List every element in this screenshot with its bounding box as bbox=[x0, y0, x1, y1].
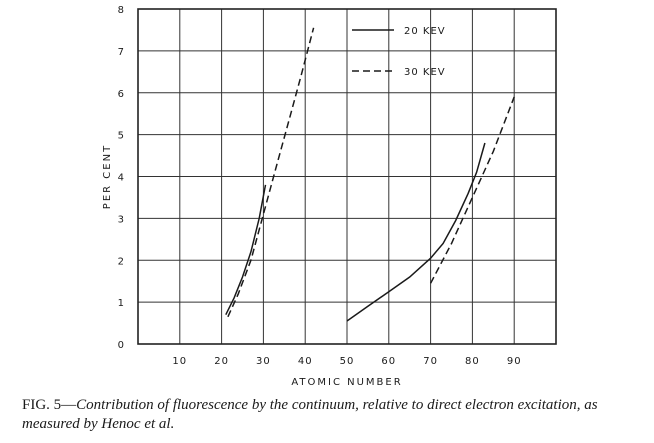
y-tick-label: 5 bbox=[118, 131, 125, 142]
x-axis-title: ATOMIC NUMBER bbox=[291, 377, 402, 388]
x-tick-label: 50 bbox=[340, 356, 355, 367]
x-tick-label: 90 bbox=[507, 356, 522, 367]
y-tick-label: 0 bbox=[118, 340, 125, 351]
series-line-dashed bbox=[429, 96, 515, 284]
y-tick-label: 1 bbox=[118, 298, 125, 309]
y-axis-title: PER CENT bbox=[102, 144, 113, 209]
y-tick-label: 6 bbox=[118, 89, 125, 100]
legend-label: 20 KEV bbox=[404, 26, 446, 37]
legend-label: 30 KEV bbox=[404, 67, 446, 78]
x-tick-label: 80 bbox=[465, 356, 480, 367]
series-line-dashed bbox=[227, 27, 315, 318]
series-line-solid bbox=[346, 142, 486, 322]
x-tick-label: 30 bbox=[256, 356, 271, 367]
series-line-solid bbox=[225, 184, 267, 316]
y-tick-label: 8 bbox=[118, 5, 125, 16]
figure-caption: FIG. 5—Contribution of fluorescence by t… bbox=[22, 396, 638, 434]
chart-svg: 10 20 30 40 50 60 70 80 90 0 1 2 3 4 5 6 7 8 ATOMIC NUMBER… bbox=[102, 5, 557, 388]
x-tick-label: 40 bbox=[298, 356, 313, 367]
x-tick-label: 20 bbox=[214, 356, 229, 367]
y-tick-label: 7 bbox=[118, 47, 125, 58]
chart: 10 20 30 40 50 60 70 80 90 0 1 2 3 4 5 6 7 8 ATOMIC NUMBER… bbox=[102, 5, 557, 388]
caption-text: Contribution of fluorescence by the cont… bbox=[22, 397, 598, 432]
x-tick-label: 60 bbox=[381, 356, 396, 367]
y-tick-label: 4 bbox=[118, 173, 125, 184]
plot-frame bbox=[137, 8, 557, 345]
y-tick-label: 3 bbox=[118, 214, 125, 225]
caption-fig-label: FIG. 5— bbox=[22, 397, 77, 413]
x-tick-label: 70 bbox=[423, 356, 438, 367]
y-tick-label: 2 bbox=[118, 256, 125, 267]
x-tick-label: 10 bbox=[172, 356, 187, 367]
